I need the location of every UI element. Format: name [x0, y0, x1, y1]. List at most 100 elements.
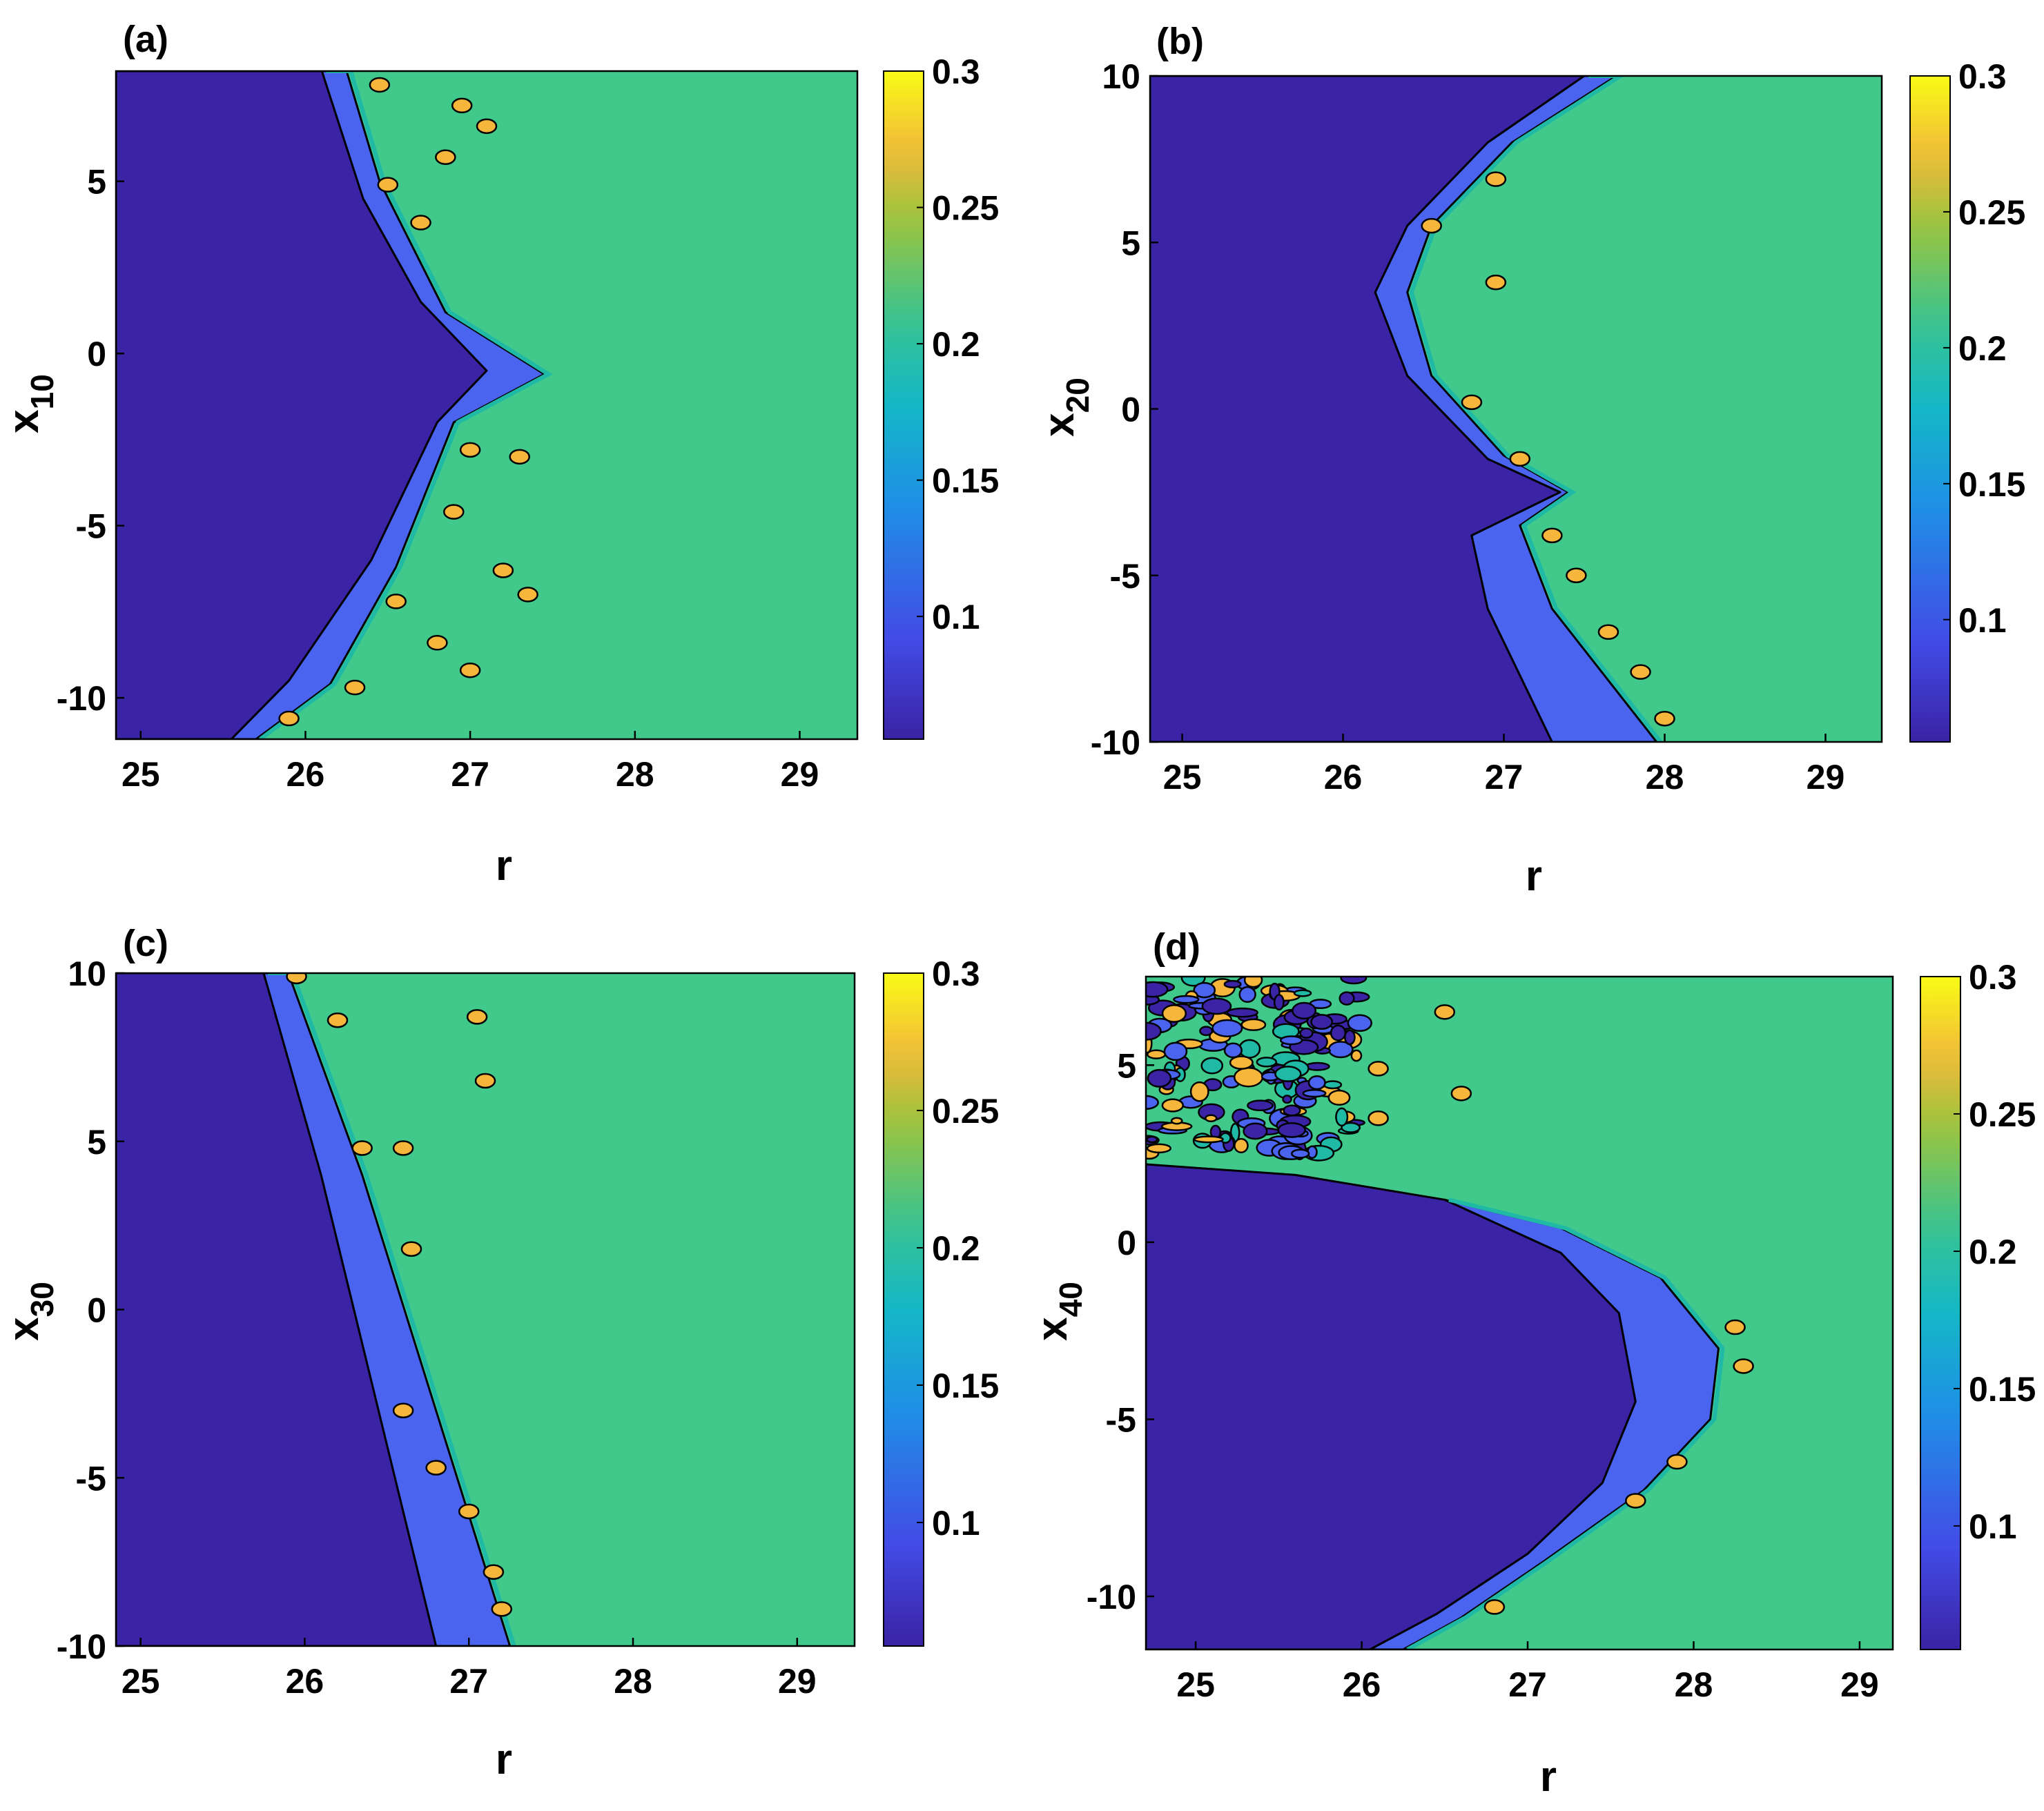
- blue-band: [1369, 1198, 1720, 1650]
- noise-blob: [1161, 1004, 1187, 1023]
- spot-6: [1566, 567, 1587, 583]
- spot-6: [1666, 1453, 1688, 1470]
- spot-15: [517, 587, 538, 603]
- x-tick-label: 25: [1176, 1665, 1215, 1704]
- noise-blob: [1193, 981, 1216, 999]
- noise-blob: [1310, 1014, 1334, 1030]
- panel-label: (d): [1153, 926, 1200, 968]
- x-axis-label: r: [496, 1736, 512, 1783]
- colorbar-tick-label: 0.25: [1969, 1095, 2036, 1134]
- noise-blob: [1330, 1024, 1347, 1041]
- y-tick-label: -10: [1091, 723, 1140, 762]
- noise-blob: [1205, 1114, 1218, 1123]
- colorbar: [883, 70, 924, 740]
- x-tick-label: 25: [1163, 758, 1202, 796]
- spot-10: [483, 1564, 505, 1580]
- spot-1: [327, 1012, 349, 1028]
- spot-3: [474, 1073, 496, 1089]
- spot-8: [425, 1460, 447, 1476]
- x-tick-label: 27: [1485, 758, 1524, 796]
- y-axis-label-subscript: 40: [1053, 1282, 1089, 1317]
- noise-blob: [1199, 1026, 1214, 1037]
- noise-blob: [1146, 1135, 1158, 1144]
- colorbar-tick-label: 0.1: [932, 598, 980, 636]
- y-tick-label: -5: [76, 507, 106, 546]
- x-tick-label: 27: [1508, 1665, 1547, 1704]
- x-tick-label: 29: [1840, 1665, 1879, 1704]
- y-tick-label: 5: [87, 163, 106, 202]
- noise-blob: [1299, 1027, 1314, 1039]
- spot-3: [1461, 394, 1483, 411]
- noise-blob: [1347, 1014, 1373, 1032]
- transition-edge: [268, 973, 516, 1646]
- spot-5: [410, 215, 431, 231]
- colorbar: [1920, 976, 1961, 1650]
- noise-blob: [1307, 1075, 1326, 1090]
- colorbar-tick-label: 0.25: [932, 189, 999, 228]
- spot-9: [458, 1503, 480, 1520]
- noise-blob: [1273, 994, 1285, 1011]
- noise-blob: [1279, 1035, 1303, 1046]
- colorbar-tick-label: 0.2: [932, 1229, 980, 1268]
- noise-blob: [1283, 1104, 1301, 1117]
- spot-4: [1509, 451, 1531, 467]
- y-axis-label-subscript: 10: [24, 374, 60, 409]
- noise-blob: [1233, 1067, 1264, 1088]
- spot-2: [466, 1009, 488, 1025]
- colorbar-tick-label: 0.3: [1969, 958, 2017, 997]
- spot-2: [476, 118, 498, 135]
- y-tick-label: 0: [87, 1291, 106, 1330]
- x-axis-label: r: [496, 842, 512, 890]
- spot-14: [278, 710, 300, 727]
- noise-blob: [1323, 1080, 1343, 1090]
- transition-edge: [259, 71, 553, 739]
- colorbar-tick-label: 0.1: [1969, 1507, 2017, 1546]
- transition-edge: [1409, 76, 1663, 742]
- spot-7: [509, 449, 530, 465]
- plot-area: [1146, 977, 1754, 1650]
- colorbar-tick-label: 0.2: [1958, 329, 2007, 368]
- noise-blob: [1243, 977, 1263, 988]
- noise-blob: [1247, 1099, 1274, 1112]
- spot-0: [1485, 171, 1507, 187]
- spot-4: [1724, 1319, 1746, 1335]
- noise-blob: [1274, 1066, 1302, 1082]
- noise-blob: [1282, 1095, 1292, 1104]
- spot-1: [1421, 217, 1442, 234]
- spot-6: [400, 1241, 422, 1257]
- colorbar-tick-label: 0.15: [1958, 465, 2025, 504]
- noise-blob: [1223, 979, 1242, 989]
- noise-blob: [1146, 1021, 1162, 1041]
- panel-a: 25 26 27 28 29 5 0 -5 -10 (a) r x10 0.3 0.25 0.2 0.15 0.…: [0, 19, 999, 890]
- y-tick-label: 0: [1117, 1224, 1136, 1262]
- colorbar-tick-label: 0.3: [932, 52, 980, 91]
- spot-0: [369, 77, 391, 93]
- noise-blob: [1256, 1057, 1278, 1068]
- x-tick-label: 28: [614, 1662, 652, 1701]
- spot-4: [377, 177, 399, 193]
- y-axis-label-base: x: [0, 1317, 48, 1341]
- spot-5: [1733, 1358, 1754, 1374]
- panel-d: 25 26 27 28 29 5 0 -5 -10 (d) r x40 0.3 0.25 0.2 0.15 0.…: [1029, 926, 2036, 1801]
- x-tick-label: 26: [1324, 758, 1363, 796]
- colorbar-tick-label: 0.1: [932, 1504, 980, 1543]
- spot-3: [1367, 1110, 1389, 1126]
- colorbar-tick-label: 0.15: [1969, 1370, 2036, 1409]
- noise-blob: [1193, 1135, 1224, 1144]
- spot-1: [1367, 1061, 1389, 1077]
- y-tick-label: 0: [87, 335, 106, 373]
- y-tick-label: 0: [1121, 391, 1140, 429]
- x-tick-label: 29: [778, 1662, 817, 1701]
- noise-blob: [1327, 1089, 1351, 1106]
- spot-13: [344, 679, 366, 696]
- noisy-region: [1146, 977, 1373, 1162]
- spot-9: [492, 562, 514, 578]
- plot-area: [1150, 76, 1675, 742]
- noise-blob: [1277, 1122, 1306, 1138]
- blue-band: [230, 71, 545, 739]
- spot-8: [1483, 1599, 1506, 1615]
- y-axis-label: x30: [0, 1282, 60, 1341]
- y-axis-label-subscript: 20: [1060, 378, 1096, 413]
- y-axis-label-base: x: [1035, 413, 1083, 437]
- noise-blob: [1343, 1029, 1356, 1046]
